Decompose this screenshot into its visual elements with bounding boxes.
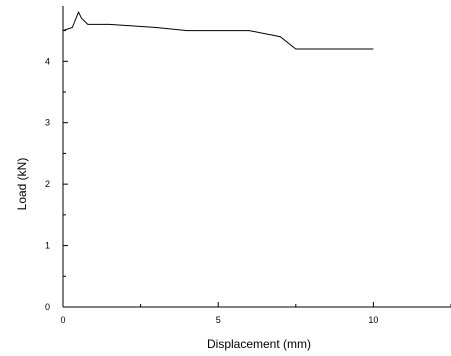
x-axis-label: Displacement (mm): [207, 337, 311, 351]
ticks: [62, 30, 451, 308]
x-tick-label: 0: [60, 315, 65, 325]
series-line: [62, 10, 374, 50]
axes: [62, 6, 451, 308]
x-tick-label: 10: [368, 315, 378, 325]
y-axis-label: Load (kN): [15, 158, 29, 211]
x-tick-label: 5: [216, 315, 221, 325]
tick-labels: 0 5 10 0 1 2 3 4: [45, 56, 378, 325]
series-layer: [62, 10, 374, 50]
y-tick-label: 3: [45, 118, 50, 128]
y-tick-label: 0: [45, 302, 50, 312]
y-tick-label: 1: [45, 241, 50, 251]
y-tick-label: 2: [45, 179, 50, 189]
y-tick-label: 4: [45, 56, 50, 66]
